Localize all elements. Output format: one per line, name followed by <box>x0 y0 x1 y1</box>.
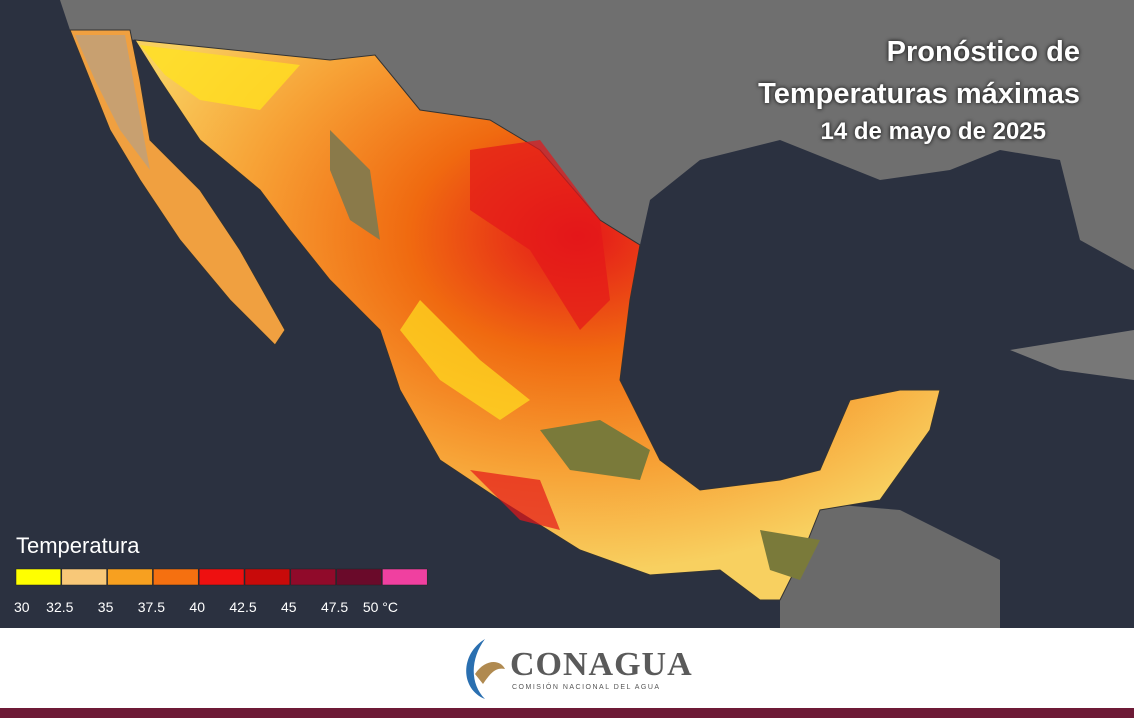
map: 30 32.5 35 37.5 40 42.5 45 47.5 50 °C <box>0 0 1134 628</box>
cool-patch <box>760 530 820 580</box>
legend-swatch <box>15 568 62 586</box>
logo-name: CONAGUA <box>510 646 693 683</box>
central-america-land <box>780 500 1000 628</box>
logo-icon <box>466 639 505 699</box>
legend-swatch <box>153 568 199 586</box>
legend-label: 37.5 <box>138 599 165 615</box>
usa-land <box>60 0 1134 270</box>
heat-patch <box>400 300 530 420</box>
legend-label: 35 <box>98 599 114 615</box>
cool-patch <box>540 420 650 480</box>
legend-swatch <box>382 568 428 586</box>
heat-patch <box>140 45 300 110</box>
cool-patch <box>330 130 380 240</box>
baja-cool-area <box>75 35 150 170</box>
logo-subtitle: COMISIÓN NACIONAL DEL AGUA <box>512 684 661 691</box>
heat-patch <box>470 140 610 330</box>
legend-label: 32.5 <box>46 599 73 615</box>
legend-label: 30 <box>14 599 30 615</box>
legend-label: 40 <box>189 599 205 615</box>
legend-label: 42.5 <box>229 599 256 615</box>
footer-bar <box>0 708 1134 718</box>
legend-swatch <box>336 568 382 586</box>
cuba-land <box>1010 330 1134 380</box>
legend-title: Temperatura <box>16 533 140 558</box>
legend-swatch <box>290 568 336 586</box>
footer <box>0 628 1134 708</box>
legend-label: 45 <box>281 599 297 615</box>
legend-swatch <box>244 568 291 586</box>
legend: 30 32.5 35 37.5 40 42.5 45 47.5 50 °C <box>14 568 428 615</box>
legend-swatch <box>61 568 107 586</box>
legend-label: 47.5 <box>321 599 348 615</box>
heat-patch <box>470 470 560 530</box>
title: Pronóstico de <box>886 36 1080 68</box>
legend-swatch <box>198 568 245 586</box>
date: 14 de mayo de 2025 <box>820 118 1046 145</box>
legend-swatch <box>107 568 153 586</box>
legend-label: 50 °C <box>363 599 398 615</box>
title: Temperaturas máximas <box>758 78 1080 110</box>
